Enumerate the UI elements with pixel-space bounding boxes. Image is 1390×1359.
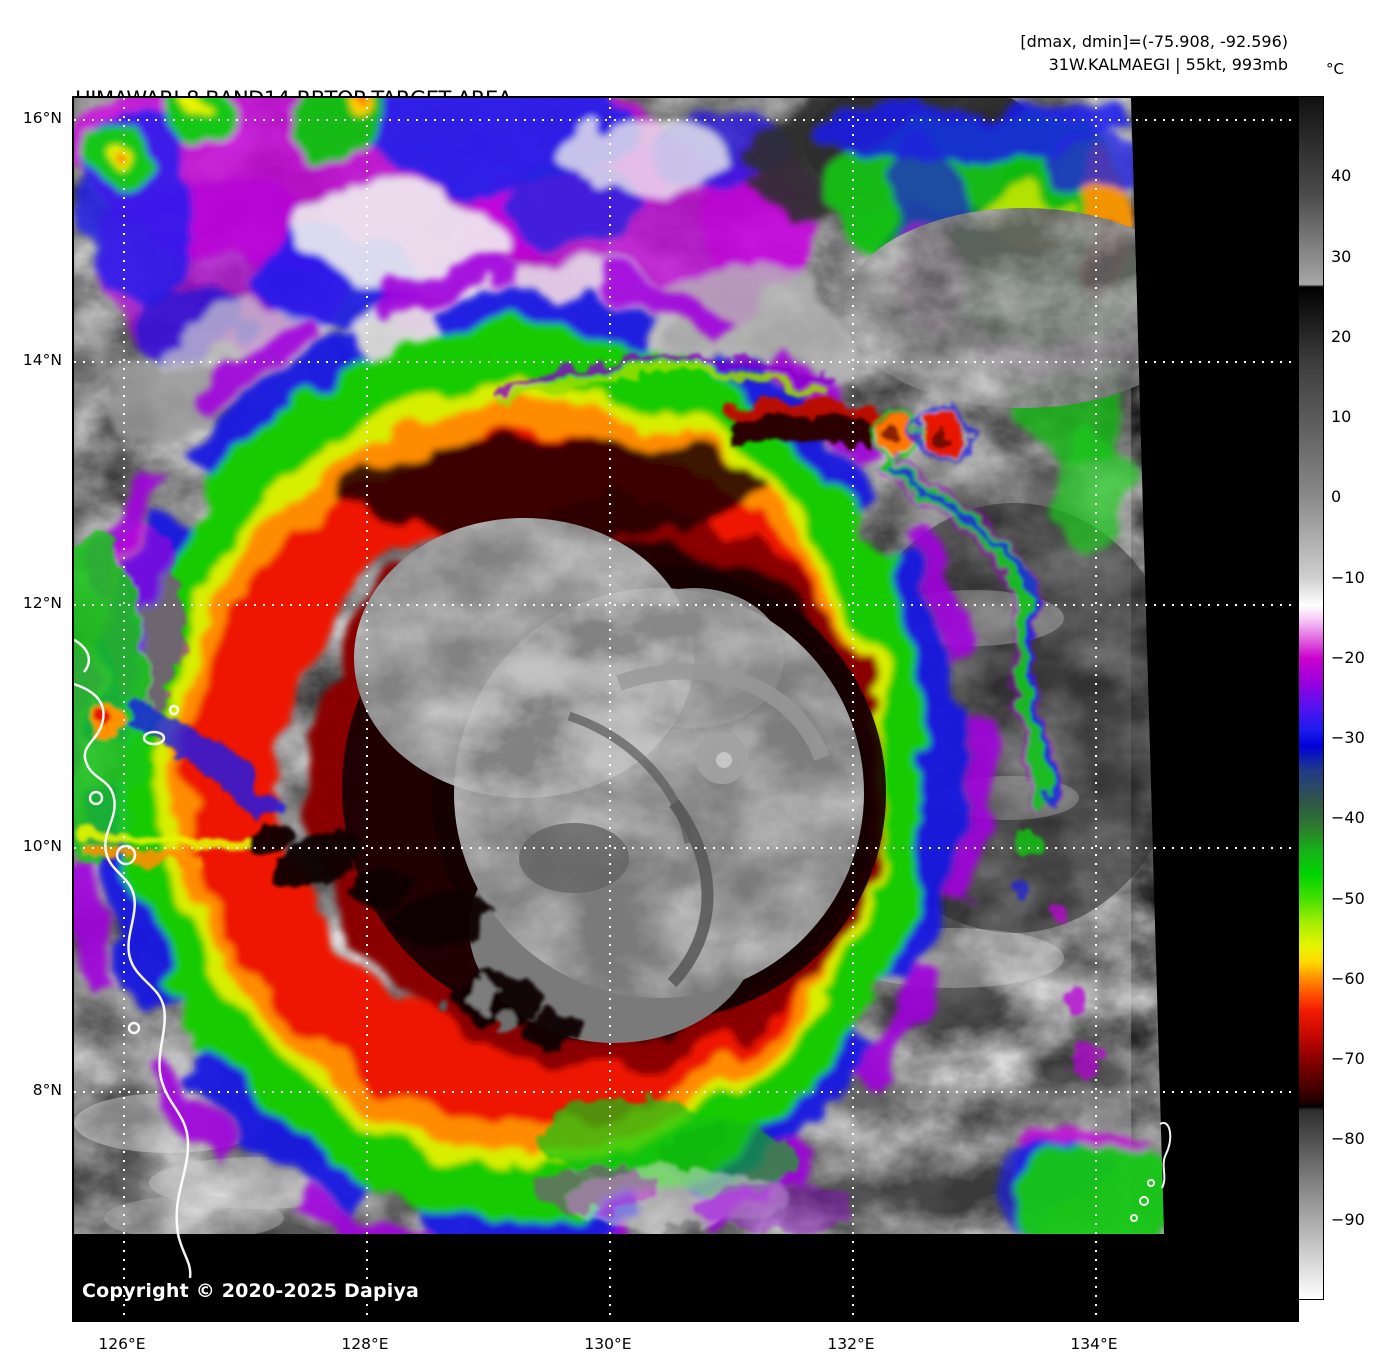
colorbar-tick-label: −60	[1331, 968, 1365, 988]
colorbar-tick-label: −70	[1331, 1049, 1365, 1069]
lon-label: 126°E	[98, 1335, 146, 1353]
lon-label: 128°E	[341, 1335, 389, 1353]
storm-info-label: 31W.KALMAEGI | 55kt, 993mb	[1048, 55, 1288, 74]
lon-label: 132°E	[827, 1335, 875, 1353]
colorbar-tick-label: 30	[1331, 246, 1352, 266]
colorbar-tick-label: −20	[1331, 647, 1365, 667]
colorbar-tick-label: 10	[1331, 407, 1352, 427]
colorbar-unit-label: °C	[1326, 60, 1344, 78]
lat-label: 8°N	[32, 1081, 62, 1099]
colorbar-tick-label: −10	[1331, 567, 1365, 587]
lon-label: 134°E	[1070, 1335, 1118, 1353]
lat-label: 14°N	[22, 351, 62, 369]
lat-label: 16°N	[22, 109, 62, 127]
lat-label: 12°N	[22, 594, 62, 612]
colorbar-tick-label: 40	[1331, 166, 1352, 186]
colorbar-tick-label: −80	[1331, 1129, 1365, 1149]
latlon-grid	[74, 98, 1297, 1320]
colorbar-tick-label: 0	[1331, 487, 1342, 507]
colorbar-tick-label: −50	[1331, 888, 1365, 908]
colorbar-tick-label: −40	[1331, 808, 1365, 828]
copyright-label: Copyright © 2020-2025 Dapiya	[82, 1280, 420, 1302]
colorbar	[1298, 96, 1324, 1300]
colorbar-tick-label: −90	[1331, 1209, 1365, 1229]
colorbar-tick-label: −30	[1331, 728, 1365, 748]
dmax-dmin-label: [dmax, dmin]=(-75.908, -92.596)	[1020, 32, 1288, 51]
header-info-block: [dmax, dmin]=(-75.908, -92.596) 31W.KALM…	[1020, 30, 1288, 76]
lon-label: 130°E	[584, 1335, 632, 1353]
colorbar-tick-label: 20	[1331, 326, 1352, 346]
lat-label: 10°N	[22, 837, 62, 855]
satellite-image	[74, 98, 1297, 1320]
satellite-map: Copyright © 2020-2025 Dapiya	[72, 96, 1299, 1322]
coastline	[74, 638, 1172, 1279]
